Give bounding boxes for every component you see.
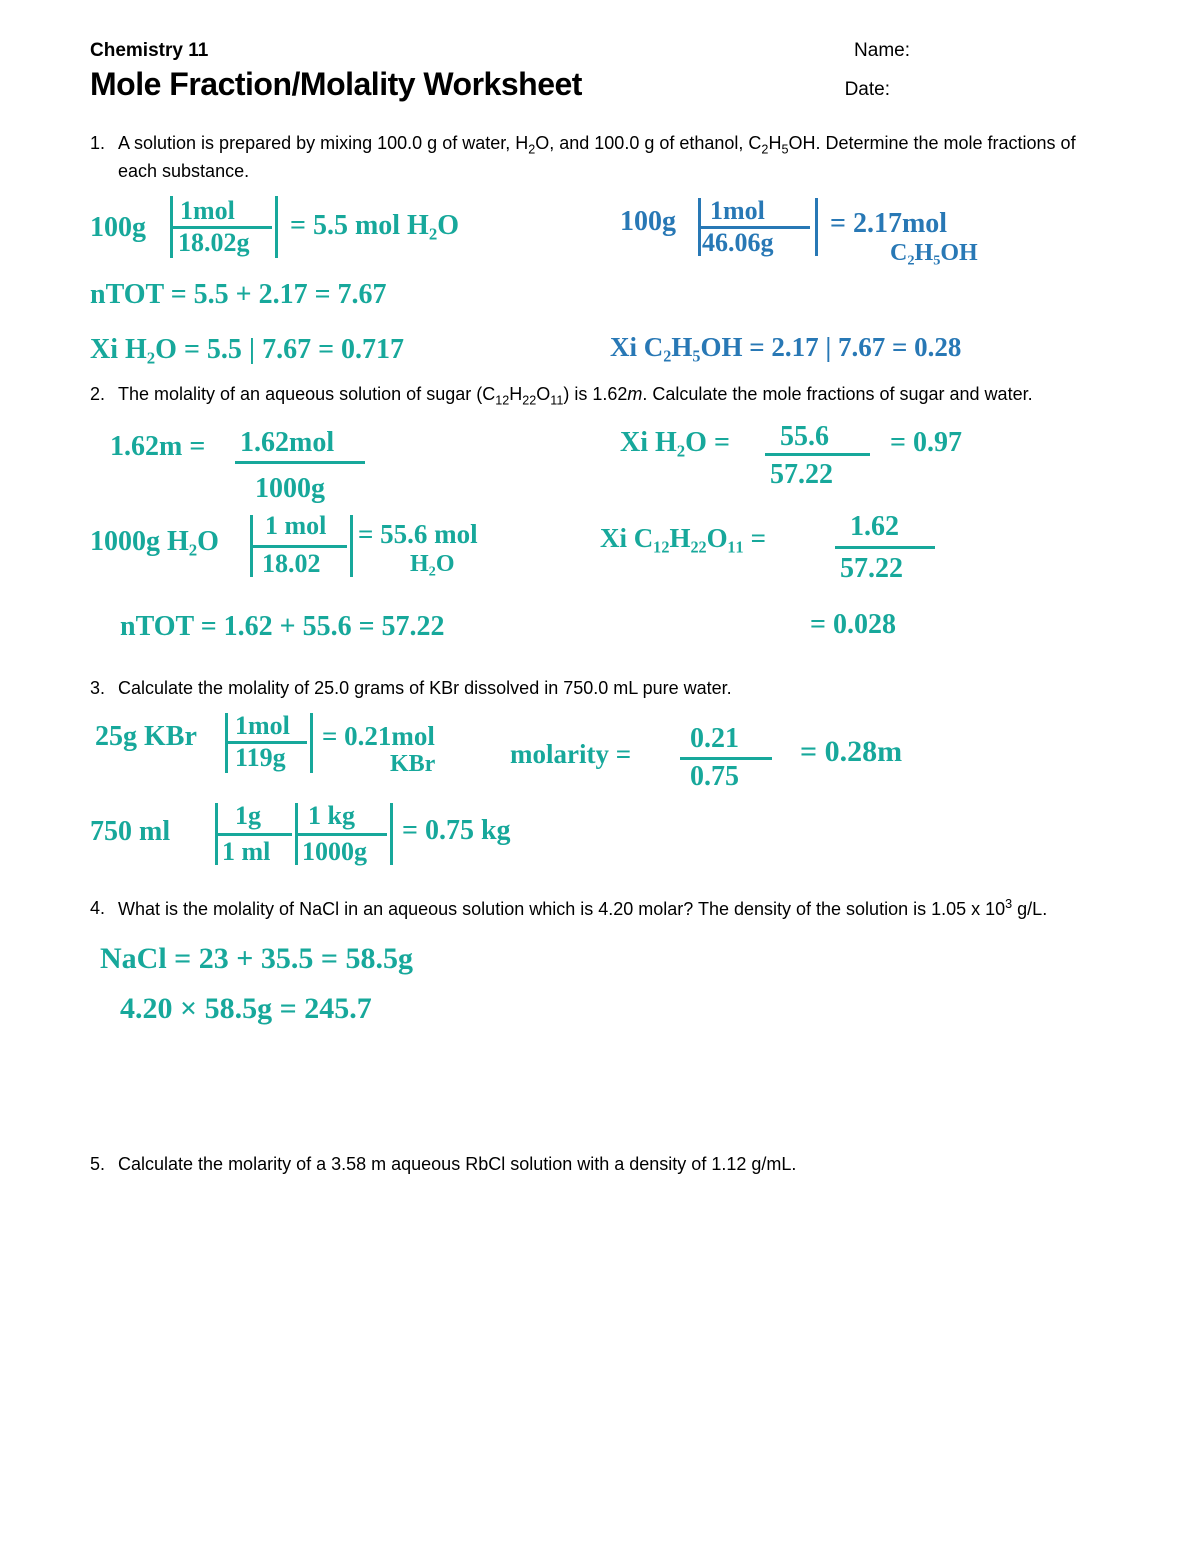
question-2: 2. The molality of an aqueous solution o… — [90, 382, 1110, 410]
hw: Xi H₂O = — [620, 427, 730, 459]
hw: KBr — [390, 751, 435, 778]
hw: H₂O — [410, 551, 455, 578]
question-number: 4. — [90, 896, 118, 922]
hw: Xi H₂O = 5.5 | 7.67 = 0.717 — [90, 334, 404, 366]
hw: 4.20 × 58.5g = 245.7 — [120, 992, 372, 1026]
hw: 119g — [235, 743, 286, 773]
frac-line — [297, 833, 387, 836]
hw: 1mol — [235, 711, 290, 741]
question-text: A solution is prepared by mixing 100.0 g… — [118, 131, 1110, 184]
hw: 57.22 — [770, 459, 833, 491]
question-5: 5. Calculate the molarity of a 3.58 m aq… — [90, 1152, 1110, 1177]
question-text: Calculate the molality of 25.0 grams of … — [118, 676, 1110, 701]
hw: 1.62mol — [240, 427, 334, 459]
date-label: Date: — [845, 79, 890, 101]
hw: NaCl = 23 + 35.5 = 58.5g — [100, 942, 413, 976]
work-area-3: 25g KBr 1mol 119g = 0.21mol KBr molarity… — [90, 721, 1110, 896]
work-area-1: 100g 1mol 18.02g = 5.5 mol H₂O 100g 1mol… — [90, 204, 1110, 382]
hw: = 0.21mol — [322, 721, 435, 752]
hw: = 55.6 mol — [358, 519, 478, 550]
question-number: 3. — [90, 676, 118, 701]
hw: C₂H₅OH — [890, 240, 978, 267]
hw: = 2.17mol — [830, 208, 947, 240]
hw: 25g KBr — [95, 721, 197, 753]
hw: 0.75 — [690, 761, 739, 793]
hw: molarity = — [510, 739, 631, 770]
hw: 57.22 — [840, 553, 903, 585]
question-number: 5. — [90, 1152, 118, 1177]
frac-line — [835, 546, 935, 549]
hw: nTOT = 1.62 + 55.6 = 57.22 — [120, 611, 445, 643]
question-text: What is the molality of NaCl in an aqueo… — [118, 896, 1110, 922]
hw: 100g — [620, 206, 676, 238]
hw: 1000g H₂O — [90, 526, 219, 558]
header-row: Chemistry 11 Name: — [90, 40, 1110, 62]
hw: 1000g — [302, 837, 367, 867]
hw: 1 kg — [308, 801, 355, 831]
vline — [275, 196, 278, 258]
title-row: Mole Fraction/Molality Worksheet Date: — [90, 66, 1110, 103]
question-number: 1. — [90, 131, 118, 184]
hw: 1.62m = — [110, 431, 205, 463]
vline — [390, 803, 393, 865]
hw: 1mol — [710, 196, 765, 226]
hw: 1 ml — [222, 837, 270, 867]
hw: = 0.75 kg — [402, 815, 511, 847]
hw: 1mol — [180, 196, 235, 226]
name-label: Name: — [854, 40, 910, 62]
hw: 46.06g — [702, 228, 774, 258]
vline — [310, 713, 313, 773]
hw: nTOT = 5.5 + 2.17 = 7.67 — [90, 279, 387, 311]
work-area-4: NaCl = 23 + 35.5 = 58.5g 4.20 × 58.5g = … — [90, 942, 1110, 1142]
question-4: 4. What is the molality of NaCl in an aq… — [90, 896, 1110, 922]
vline — [350, 515, 353, 577]
course-label: Chemistry 11 — [90, 40, 208, 62]
hw: Xi C₂H₅OH = 2.17 | 7.67 = 0.28 — [610, 332, 961, 363]
frac-line — [217, 833, 292, 836]
frac-line — [252, 545, 347, 548]
question-number: 2. — [90, 382, 118, 410]
hw: 1.62 — [850, 511, 899, 543]
hw: = 0.28m — [800, 735, 902, 769]
hw: 1000g — [255, 473, 325, 505]
hw: 55.6 — [780, 421, 829, 453]
frac-line — [765, 453, 870, 456]
hw: Xi C₁₂H₂₂O₁₁ = — [600, 523, 766, 554]
hw: = 0.028 — [810, 609, 896, 641]
frac-line — [680, 757, 772, 760]
frac-line — [235, 461, 365, 464]
hw: = 5.5 mol H₂O — [290, 210, 459, 242]
hw: 18.02 — [262, 549, 321, 579]
hw: = 0.97 — [890, 427, 962, 459]
hw: 0.21 — [690, 723, 739, 755]
work-area-2: 1.62m = 1.62mol 1000g Xi H₂O = 55.6 57.2… — [90, 431, 1110, 676]
question-text: The molality of an aqueous solution of s… — [118, 382, 1110, 410]
hw: 1 mol — [265, 511, 326, 541]
hw: 18.02g — [178, 228, 250, 258]
hw: 1g — [235, 801, 261, 831]
question-3: 3. Calculate the molality of 25.0 grams … — [90, 676, 1110, 701]
question-text: Calculate the molarity of a 3.58 m aqueo… — [118, 1152, 1110, 1177]
hw: 750 ml — [90, 816, 170, 848]
worksheet-title: Mole Fraction/Molality Worksheet — [90, 66, 582, 103]
vline — [815, 198, 818, 256]
hw: 100g — [90, 212, 146, 244]
question-1: 1. A solution is prepared by mixing 100.… — [90, 131, 1110, 184]
